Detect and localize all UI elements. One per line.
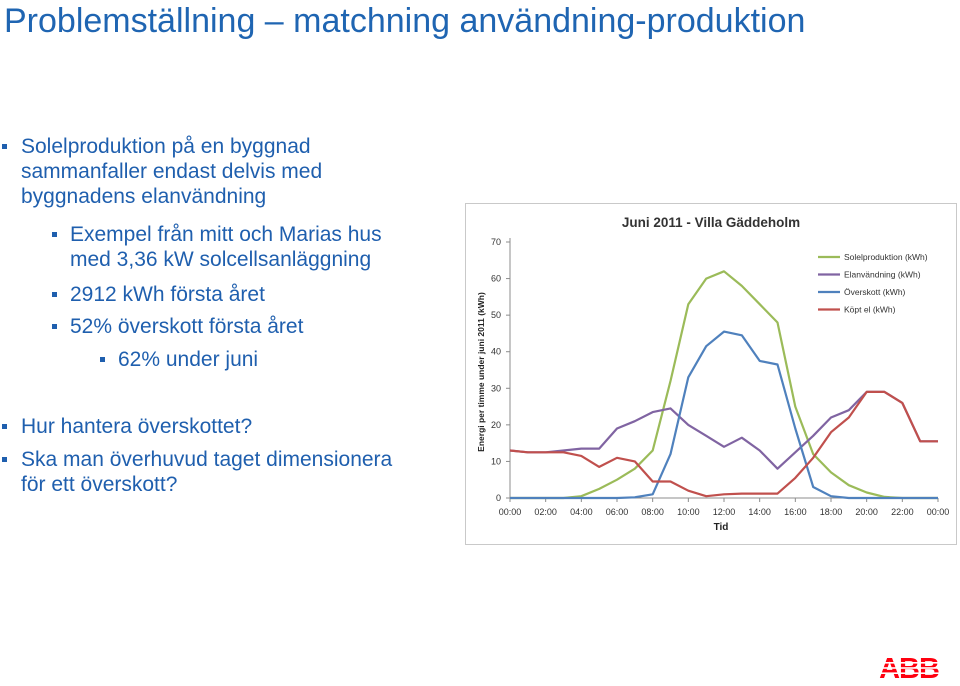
- y-tick-label: 50: [491, 310, 501, 320]
- x-tick-label: 04:00: [570, 507, 593, 517]
- bullet-line: Ska man överhuvud taget dimensionera: [21, 448, 393, 471]
- x-tick-label: 12:00: [713, 507, 736, 517]
- x-tick-label: 22:00: [891, 507, 914, 517]
- y-tick-label: 60: [491, 274, 501, 284]
- x-tick-label: 14:00: [748, 507, 771, 517]
- chart-title: Juni 2011 - Villa Gäddeholm: [622, 215, 800, 230]
- bullet-marker-icon: [52, 292, 57, 297]
- series-line-1: [509, 390, 938, 470]
- chart-legend: Solelproduktion (kWh) Elanvändning (kWh) Ö…: [818, 252, 928, 315]
- abb-logo-icon: ABB: [872, 655, 946, 681]
- y-tick-label: 10: [491, 456, 501, 466]
- series-line-0: [510, 270, 938, 500]
- bullet-marker-icon: [2, 457, 7, 462]
- x-axis-label: Tid: [714, 522, 729, 533]
- bullet-line: Exempel från mitt och Marias hus: [70, 223, 382, 246]
- bullet-first-year-surplus: 52% överskott första året: [52, 314, 304, 339]
- bullet-line: för ett överskott?: [21, 473, 178, 496]
- y-tick-label: 40: [491, 347, 501, 357]
- y-tick-label: 20: [491, 420, 501, 430]
- bullet-marker-icon: [52, 324, 57, 329]
- legend-label-0: Solelproduktion (kWh): [844, 252, 928, 262]
- bullet-june-surplus: 62% under juni: [100, 347, 259, 372]
- bullet-handle-surplus: Hur hantera överskottet?: [2, 414, 253, 439]
- bullet-marker-icon: [2, 144, 7, 149]
- bullet-marker-icon: [52, 232, 57, 237]
- bullet-line: 2912 kWh första året: [70, 283, 265, 306]
- series-line-2: [510, 330, 938, 500]
- y-axis-label: Energi per timme under juni 2011 (kWh): [476, 292, 486, 452]
- x-tick-label: 00:00: [499, 507, 522, 517]
- bullet-line: med 3,36 kW solcellsanläggning: [70, 248, 372, 271]
- legend-label-1: Elanvändning (kWh): [844, 270, 921, 280]
- bullet-marker-icon: [100, 357, 105, 362]
- bullet-line: sammanfaller endast delvis med: [21, 160, 323, 183]
- bullet-marker-icon: [2, 424, 7, 429]
- x-tick-label: 08:00: [641, 507, 664, 517]
- bullet-dimension-question: Ska man överhuvud taget dimensionera för…: [2, 447, 393, 497]
- bullet-example-house: Exempel från mitt och Marias hus med 3,3…: [52, 222, 382, 272]
- y-tick-label: 70: [491, 237, 501, 247]
- bullet-line: Solelproduktion på en byggnad: [21, 135, 311, 158]
- y-tick-label: 0: [496, 493, 501, 503]
- legend-label-3: Köpt el (kWh): [844, 305, 896, 315]
- chart-series-group: [509, 270, 938, 500]
- series-line-3: [509, 390, 938, 498]
- x-tick-label: 10:00: [677, 507, 700, 517]
- y-tick-label: 30: [491, 383, 501, 393]
- energy-line-chart: Juni 2011 - Villa Gäddeholm Energi per t…: [476, 215, 950, 533]
- bullet-line: 52% överskott första året: [70, 315, 304, 338]
- x-tick-label: 16:00: [784, 507, 807, 517]
- x-tick-label: 20:00: [855, 507, 878, 517]
- bullet-line: Hur hantera överskottet?: [21, 415, 253, 438]
- slide-title: Problemställning – matchning användning-…: [4, 2, 806, 40]
- bullet-line: 62% under juni: [118, 348, 259, 371]
- x-tick-label: 02:00: [534, 507, 557, 517]
- chart-container: Juni 2011 - Villa Gäddeholm Energi per t…: [465, 203, 957, 545]
- legend-label-2: Överskott (kWh): [844, 287, 906, 297]
- x-tick-label: 00:00: [927, 507, 950, 517]
- bullet-solar-overview: Solelproduktion på en byggnad sammanfall…: [2, 134, 323, 209]
- x-tick-label: 18:00: [820, 507, 843, 517]
- bullet-first-year-kwh: 2912 kWh första året: [52, 282, 265, 307]
- x-tick-label: 06:00: [606, 507, 629, 517]
- bullet-line: byggnadens elanvändning: [21, 185, 267, 208]
